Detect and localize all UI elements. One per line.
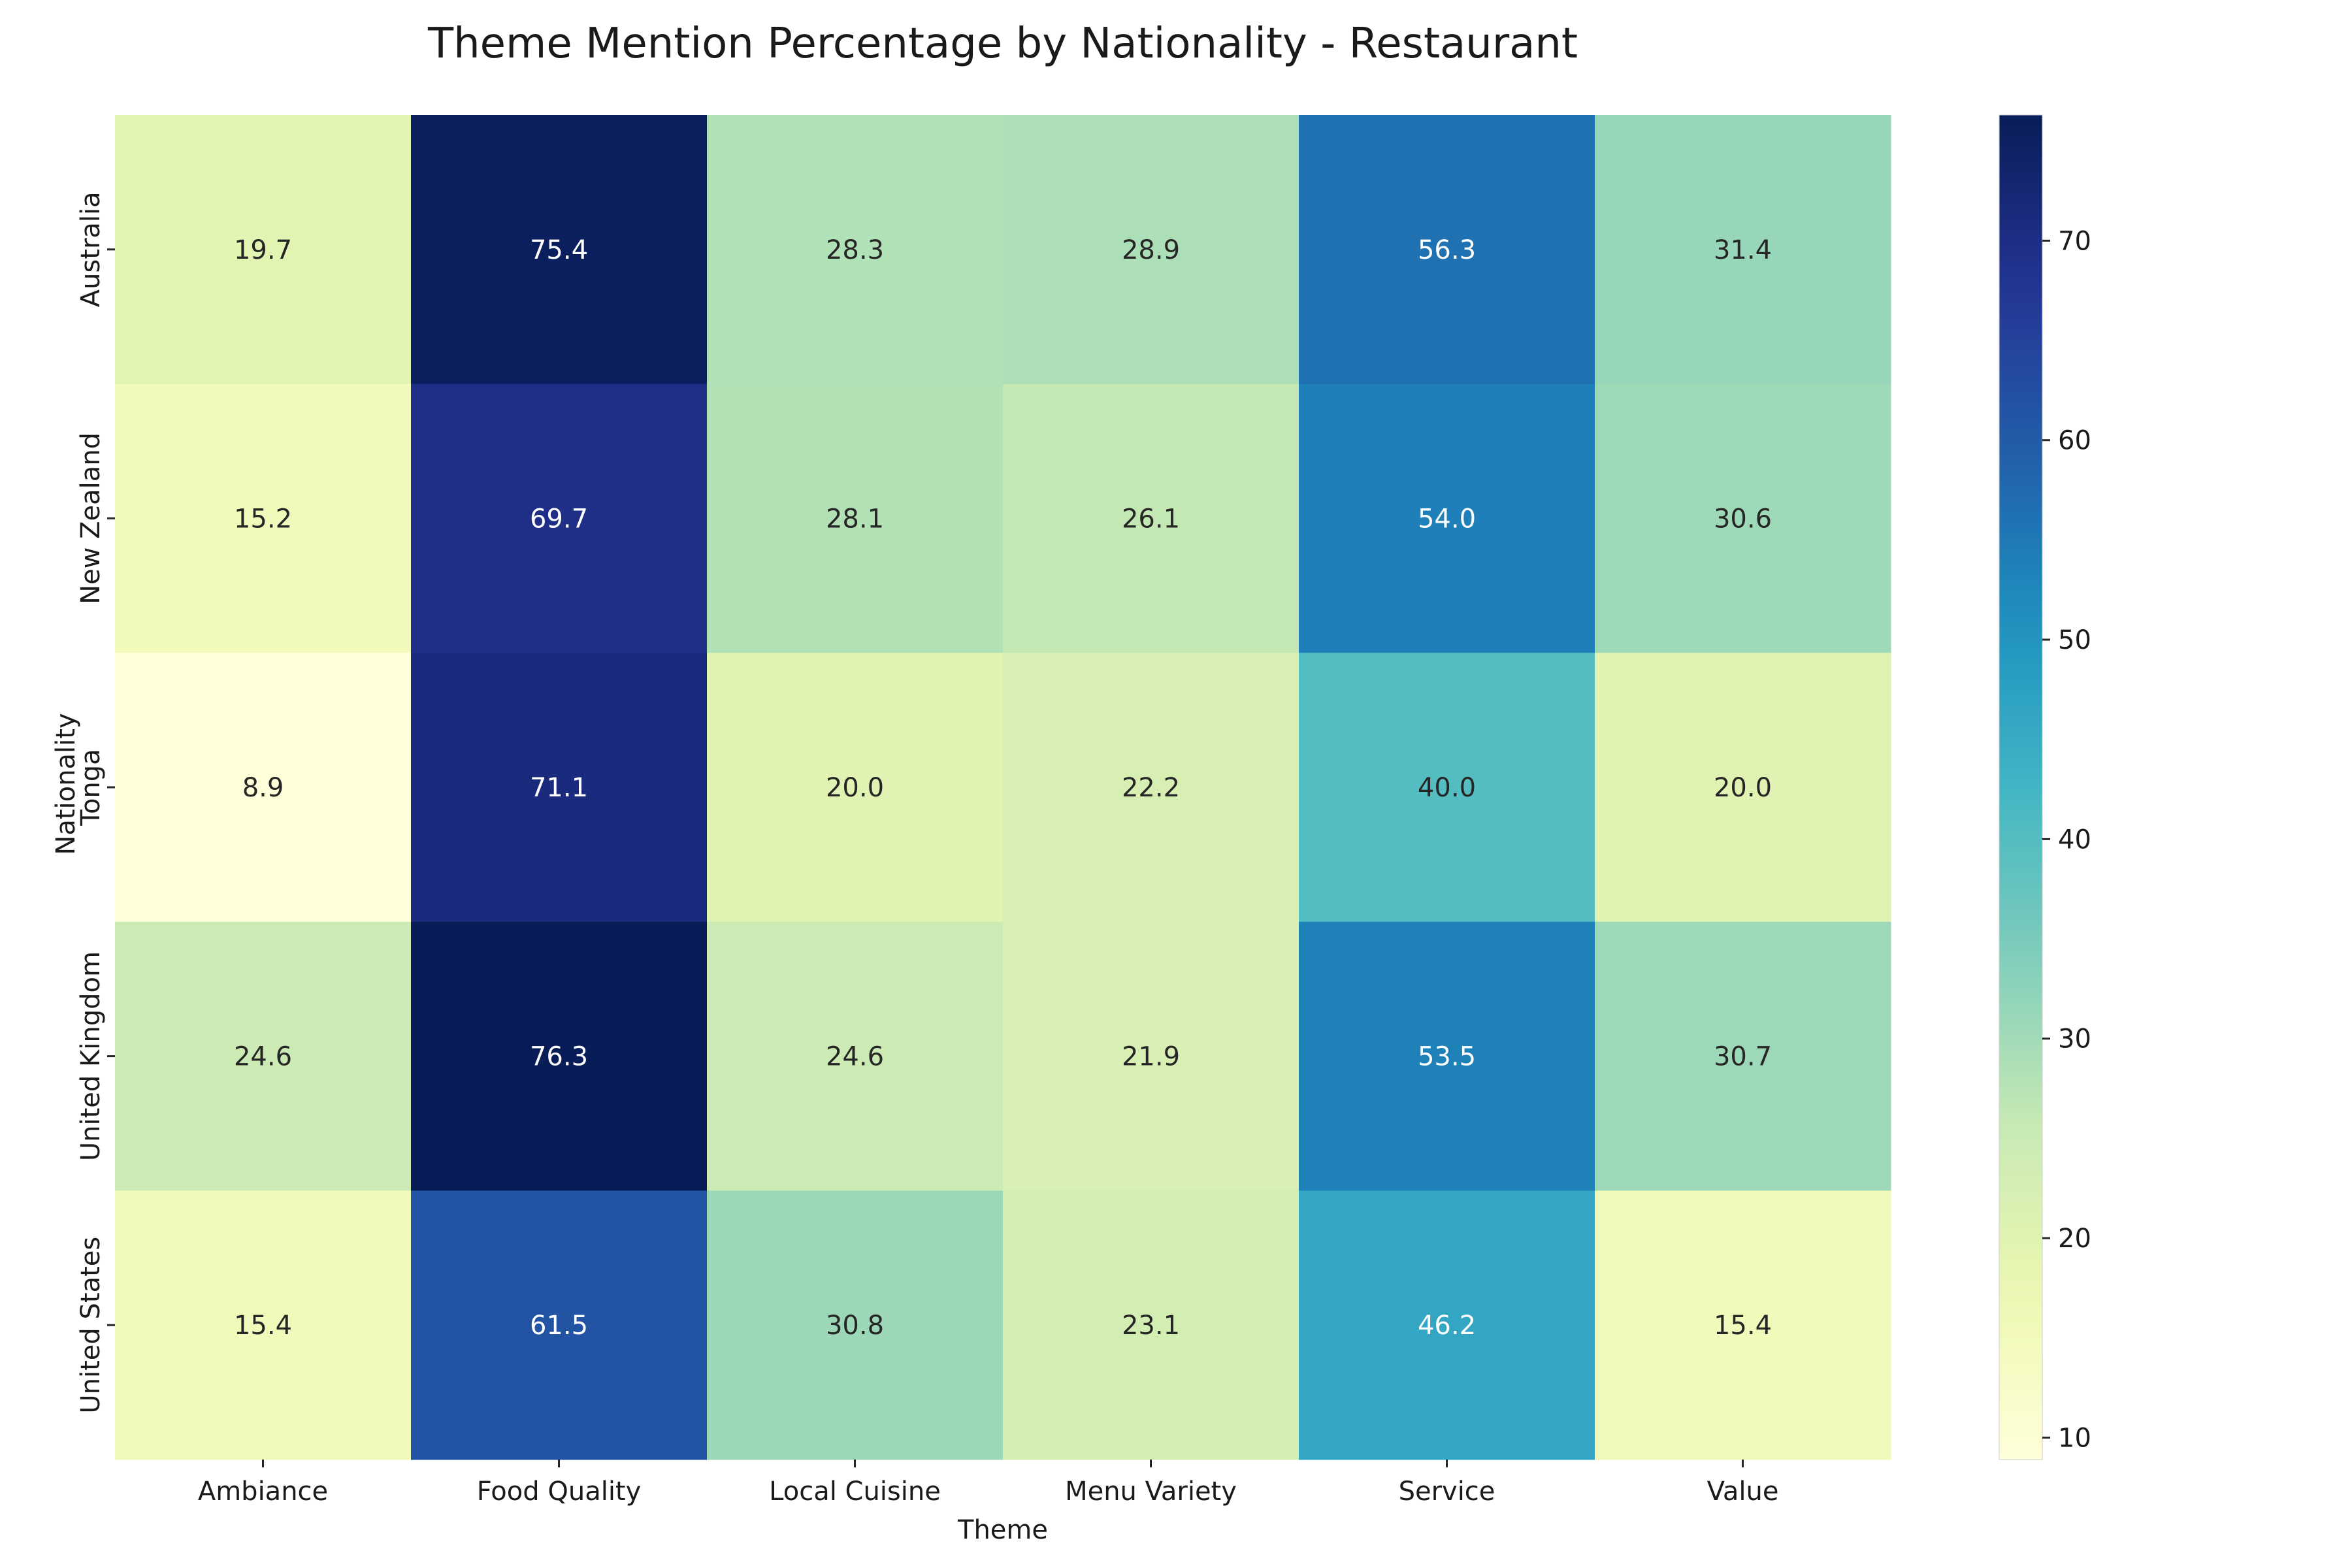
colorbar-tick-label: 20: [2058, 1224, 2091, 1254]
heatmap-cell: [1595, 384, 1891, 653]
heatmap-cell: [115, 115, 412, 385]
heatmap-cell: [115, 1190, 412, 1460]
heatmap-cell: [707, 921, 1004, 1191]
colorbar-tick-label: 70: [2058, 226, 2091, 256]
heatmap-cell: [1299, 653, 1595, 923]
cell-value-label: 15.4: [234, 1311, 292, 1341]
heatmap-cell: [1003, 115, 1299, 385]
cell-value-label: 28.3: [826, 235, 884, 265]
heatmap-cell: [1595, 921, 1891, 1191]
cell-value-label: 30.7: [1714, 1042, 1772, 1072]
colorbar-tick-label: 30: [2058, 1024, 2091, 1054]
cell-value-label: 28.1: [826, 504, 884, 534]
x-tick-label: Service: [1399, 1477, 1495, 1507]
heatmap-cell: [1595, 653, 1891, 923]
cell-value-label: 61.5: [530, 1311, 588, 1341]
heatmap-cell: [411, 384, 708, 653]
cell-value-label: 22.2: [1122, 773, 1180, 803]
cell-value-label: 76.3: [530, 1042, 588, 1072]
heatmap-cell: [1003, 384, 1299, 653]
y-tick-label: New Zealand: [76, 433, 106, 604]
cell-value-label: 30.8: [826, 1311, 884, 1341]
cell-value-label: 24.6: [826, 1042, 884, 1072]
cell-value-label: 40.0: [1418, 773, 1476, 803]
x-axis-label: Theme: [957, 1515, 1048, 1545]
x-tick-label: Ambiance: [198, 1477, 328, 1507]
heatmap-cell: [1299, 384, 1595, 653]
x-axis: Ambiance Food Quality Local Cuisine Menu Va…: [198, 1460, 1779, 1507]
cell-value-label: 28.9: [1122, 235, 1180, 265]
heatmap-cell: [707, 1190, 1004, 1460]
cell-value-label: 30.6: [1714, 504, 1772, 534]
cell-value-label: 20.0: [1714, 773, 1772, 803]
x-tick-label: Local Cuisine: [769, 1477, 941, 1507]
y-tick-label: Tonga: [76, 749, 106, 826]
cell-value-label: 24.6: [234, 1042, 292, 1072]
heatmap-cell: [707, 653, 1004, 923]
heatmap-cell: [1299, 1190, 1595, 1460]
chart-title: Theme Mention Percentage by Nationality …: [427, 20, 1578, 68]
heatmap-cell: [707, 384, 1004, 653]
y-tick-label: United Kingdom: [76, 951, 106, 1161]
cell-value-label: 54.0: [1418, 504, 1476, 534]
y-axis: Australia New Zealand Tonga United Kingdom U…: [76, 191, 115, 1414]
y-tick-label: Australia: [76, 191, 106, 307]
heatmap-cell: [411, 653, 708, 923]
heatmap-cell: [1003, 921, 1299, 1191]
heatmap-cell: [411, 115, 708, 385]
cell-value-label: 19.7: [234, 235, 292, 265]
cell-value-label: 69.7: [530, 504, 588, 534]
heatmap-cell: [1299, 115, 1595, 385]
x-tick-label: Value: [1707, 1477, 1779, 1507]
cell-value-label: 23.1: [1122, 1311, 1180, 1341]
heatmap-cell: [411, 1190, 708, 1460]
cell-value-label: 46.2: [1418, 1311, 1476, 1341]
cell-value-label: 15.2: [234, 504, 292, 534]
heatmap-cell: [1595, 1190, 1891, 1460]
heatmap-cell: [1595, 115, 1891, 385]
cell-value-label: 31.4: [1714, 235, 1772, 265]
cell-value-label: 20.0: [826, 773, 884, 803]
colorbar-outline: [1999, 114, 2043, 1460]
heatmap-cell: [411, 921, 708, 1191]
cell-value-label: 26.1: [1122, 504, 1180, 534]
colorbar-tick-label: 50: [2058, 625, 2091, 655]
colorbar-tick-label: 40: [2058, 825, 2091, 855]
heatmap-cell: [1003, 653, 1299, 923]
cell-value-label: 53.5: [1418, 1042, 1476, 1072]
heatmap-cell: [1299, 921, 1595, 1191]
cell-value-label: 21.9: [1122, 1042, 1180, 1072]
heatmap-cell: [707, 115, 1004, 385]
heatmap-cell: [115, 653, 412, 923]
heatmap-cell: [115, 921, 412, 1191]
x-tick-label: Menu Variety: [1065, 1477, 1237, 1507]
cell-value-label: 8.9: [242, 773, 284, 803]
cell-value-label: 75.4: [530, 235, 588, 265]
cell-value-label: 15.4: [1714, 1311, 1772, 1341]
heatmap-cell: [1003, 1190, 1299, 1460]
colorbar-tick-label: 10: [2058, 1423, 2091, 1453]
cell-value-label: 71.1: [530, 773, 588, 803]
heatmap-cells: 19.7 75.4 28.3 28.9 56.3 31.4 15.2 69.7 28.1 26.1…: [115, 115, 1891, 1460]
cell-value-label: 56.3: [1418, 235, 1476, 265]
heatmap-cell: [115, 384, 412, 653]
y-axis-label: Nationality: [51, 713, 81, 855]
colorbar-tick-label: 60: [2058, 426, 2091, 456]
y-tick-label: United States: [76, 1237, 106, 1414]
colorbar: 10 20 30 40 50 60 70: [1999, 114, 2091, 1460]
colorbar-gradient: [1999, 115, 2042, 1460]
x-tick-label: Food Quality: [477, 1477, 642, 1507]
